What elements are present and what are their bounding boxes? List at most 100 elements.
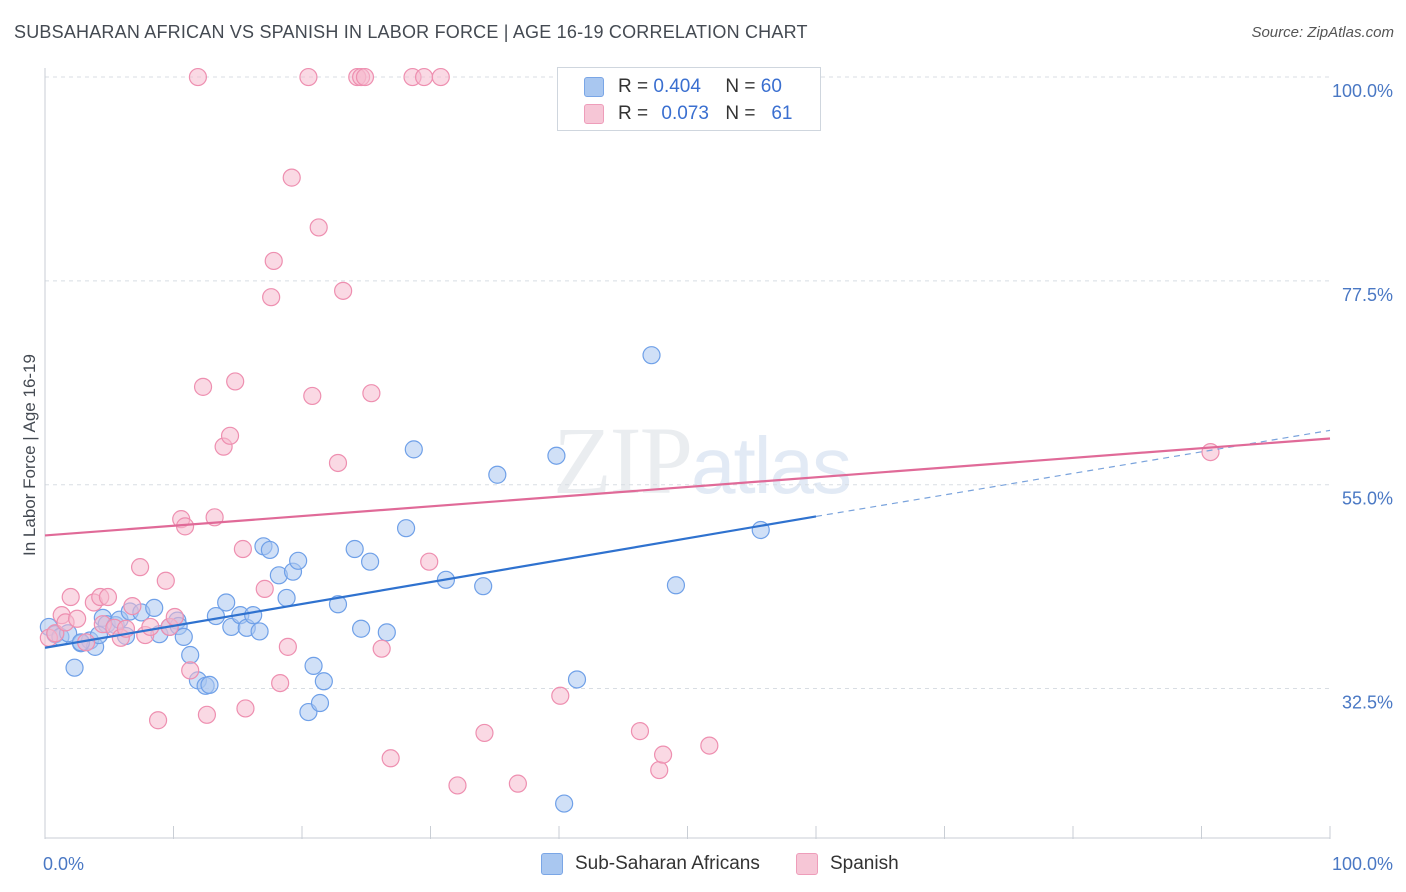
point-spanish xyxy=(355,67,375,87)
point-spanish xyxy=(141,617,160,637)
point-subsaharan xyxy=(352,619,371,638)
point-spanish xyxy=(362,384,381,403)
legend-n-label: N = xyxy=(725,103,756,124)
point-subsaharan xyxy=(396,519,416,538)
point-subsaharan xyxy=(181,645,200,665)
point-subsaharan xyxy=(474,577,493,596)
point-spanish xyxy=(148,711,168,730)
legend-n-label: N = xyxy=(725,76,756,97)
point-subsaharan xyxy=(65,658,84,677)
point-subsaharan xyxy=(642,346,661,365)
legend-r-label: R = xyxy=(618,103,649,124)
point-spanish xyxy=(193,377,213,396)
trend-line-spanish xyxy=(44,437,1331,537)
legend-row-subsaharan: R = 0.404 N = 60 xyxy=(584,74,782,100)
point-spanish xyxy=(68,609,87,628)
y-tick-label: 77.5% xyxy=(1342,285,1393,305)
point-spanish xyxy=(197,705,217,724)
point-subsaharan xyxy=(555,794,574,813)
point-subsaharan xyxy=(174,627,193,646)
point-subsaharan xyxy=(547,446,566,465)
legend-n-value: 60 xyxy=(760,76,782,97)
point-subsaharan xyxy=(145,598,164,618)
bottom-legend-label-subsaharan: Sub-Saharan Africans xyxy=(575,853,760,874)
point-subsaharan xyxy=(244,606,263,625)
source-credit: Source: ZipAtlas.com xyxy=(1251,24,1394,41)
point-subsaharan xyxy=(217,593,236,612)
point-subsaharan xyxy=(328,595,348,614)
legend-r-value: 0.073 xyxy=(661,103,709,124)
point-spanish xyxy=(508,774,527,793)
legend-swatch-spanish xyxy=(584,104,604,124)
point-subsaharan xyxy=(304,656,323,675)
point-spanish xyxy=(61,587,80,607)
point-subsaharan xyxy=(361,552,380,571)
point-subsaharan xyxy=(345,539,364,559)
point-subsaharan xyxy=(404,440,423,459)
point-subsaharan xyxy=(488,465,507,484)
point-spanish xyxy=(278,637,297,656)
point-spanish xyxy=(650,760,669,780)
point-subsaharan xyxy=(666,576,686,595)
point-spanish xyxy=(414,67,434,87)
legend-r-label: R = xyxy=(618,76,649,97)
point-spanish xyxy=(299,67,318,87)
point-spanish xyxy=(236,699,255,718)
point-spanish xyxy=(551,686,570,705)
point-spanish xyxy=(156,571,175,590)
trend-lines xyxy=(44,429,1331,649)
point-spanish xyxy=(188,67,208,87)
point-spanish xyxy=(130,558,150,577)
data-points xyxy=(39,67,1220,813)
bottom-legend-swatch-spanish xyxy=(796,853,818,875)
point-spanish xyxy=(98,587,118,607)
bottom-legend-label-spanish: Spanish xyxy=(830,853,899,874)
point-subsaharan xyxy=(250,622,269,641)
point-spanish xyxy=(165,607,184,627)
point-spanish xyxy=(381,749,400,768)
point-spanish xyxy=(271,673,290,693)
legend-swatch-subsaharan xyxy=(584,77,604,97)
point-subsaharan xyxy=(200,675,219,695)
axes xyxy=(44,68,1331,839)
chart-title: SUBSAHARAN AFRICAN VS SPANISH IN LABOR F… xyxy=(14,22,808,42)
point-spanish xyxy=(372,639,391,658)
bottom-legend-subsaharan: Sub-Saharan Africans xyxy=(541,852,760,876)
point-subsaharan xyxy=(310,693,330,713)
point-spanish xyxy=(653,745,673,764)
series-subsaharan xyxy=(39,346,770,813)
point-spanish xyxy=(255,579,274,598)
series-spanish xyxy=(39,67,1220,795)
point-spanish xyxy=(264,251,283,271)
y-tick-label: 55.0% xyxy=(1342,489,1393,509)
point-spanish xyxy=(448,776,467,795)
legend-r-value: 0.404 xyxy=(653,76,701,97)
point-spanish xyxy=(420,552,439,571)
point-spanish xyxy=(630,722,650,741)
point-subsaharan xyxy=(314,672,333,691)
point-spanish xyxy=(700,736,719,755)
trend-line-subsaharan xyxy=(44,515,817,649)
x-tick-label: 100.0% xyxy=(1332,854,1393,874)
bottom-legend-swatch-subsaharan xyxy=(541,853,563,875)
point-spanish xyxy=(475,723,494,743)
x-tick-label: 0.0% xyxy=(43,854,84,874)
stats-legend: R = 0.404 N = 60 R = 0.073 N = 61 xyxy=(557,67,821,131)
watermark-atlas: atlas xyxy=(691,421,852,510)
bottom-legend-spanish: Spanish xyxy=(796,852,899,876)
point-spanish xyxy=(233,539,252,559)
point-spanish xyxy=(262,288,281,307)
point-spanish xyxy=(123,596,142,616)
point-subsaharan xyxy=(289,551,308,570)
y-tick-label: 100.0% xyxy=(1332,81,1393,101)
legend-row-spanish: R = 0.073 N = 61 xyxy=(584,101,792,127)
y-tick-label: 32.5% xyxy=(1342,693,1393,713)
point-subsaharan xyxy=(277,588,296,608)
point-spanish xyxy=(226,372,245,391)
point-spanish xyxy=(431,67,450,87)
point-spanish xyxy=(334,281,353,300)
point-subsaharan xyxy=(377,623,396,642)
tick-labels: 32.5% 55.0% 77.5% 100.0% 0.0% 100.0% xyxy=(43,81,1393,874)
point-spanish xyxy=(309,218,328,237)
